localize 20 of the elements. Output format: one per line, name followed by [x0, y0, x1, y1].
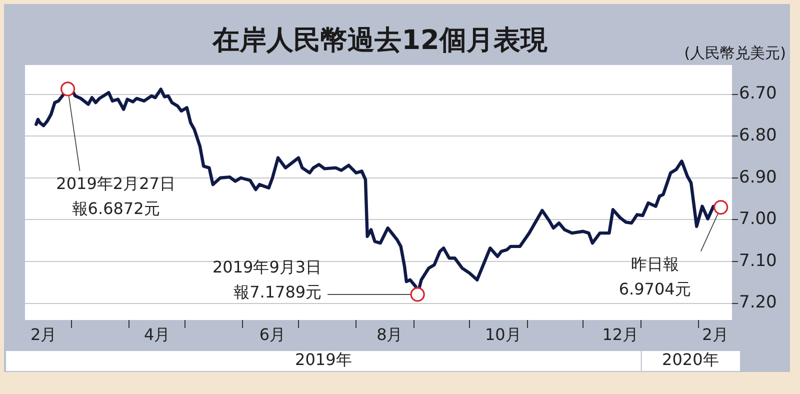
x-tick-label: 8月 — [376, 324, 403, 344]
y-axis-title: (人民幣兑美元) — [684, 44, 786, 62]
annotation: 昨日報6.9704元 — [618, 254, 691, 298]
y-tick-label: 7.10 — [739, 250, 777, 271]
annotation: 2019年2月27日報6.6872元 — [56, 174, 176, 218]
x-tick-label: 10月 — [484, 324, 522, 344]
y-tick-label: 6.80 — [739, 125, 777, 146]
x-tick-label: 2月 — [30, 324, 57, 344]
x-tick-label: 6月 — [259, 324, 286, 344]
chart-title: 在岸人民幣過去12個月表現 — [212, 25, 548, 56]
x-tick-label: 2月 — [702, 324, 728, 344]
text: 2019年 — [295, 350, 352, 370]
annotation: 2019年9月3日報7.1789元 — [212, 258, 322, 302]
text: 2020年 — [662, 350, 719, 370]
x-tick-label: 12月 — [602, 324, 639, 344]
y-tick-label: 7.00 — [739, 209, 777, 230]
x-tick-label: 4月 — [144, 324, 170, 344]
y-tick-label: 6.90 — [739, 167, 777, 188]
y-tick-label: 6.70 — [739, 84, 777, 104]
y-tick-label: 7.20 — [739, 292, 777, 313]
